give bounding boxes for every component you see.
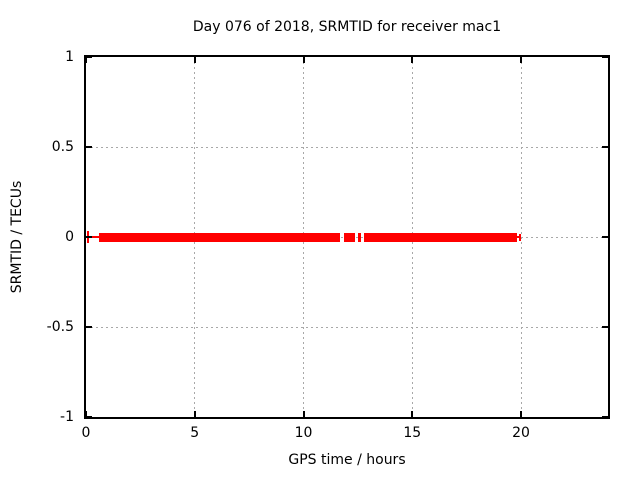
x-tick-label: 0 [81, 425, 91, 441]
axis-tick-y-left [86, 146, 92, 148]
axis-tick-x-top [302, 57, 305, 63]
y-tick-label: 0 [65, 229, 74, 245]
axis-tick-x-bottom [302, 411, 305, 417]
data-line-thin-start [88, 236, 99, 238]
chart-title: Day 076 of 2018, SRMTID for receiver mac… [192, 19, 502, 35]
x-tick-label: 20 [512, 425, 530, 441]
data-band-segment [344, 232, 355, 242]
y-tick-label: 1 [65, 49, 74, 65]
axis-tick-x-bottom [193, 411, 196, 417]
y-tick-label: -1 [60, 409, 74, 425]
axis-tick-y-right [602, 236, 608, 238]
x-tick-label: 10 [294, 425, 313, 441]
x-tick-label: 5 [190, 425, 200, 441]
axis-tick-y-right [602, 56, 608, 58]
data-line-thin-end [516, 236, 520, 238]
x-tick-label: 15 [403, 425, 422, 441]
axis-tick-y-right [602, 416, 608, 418]
data-band-segment [363, 232, 517, 242]
data-band-segment [98, 232, 340, 242]
axis-tick-y-left [86, 236, 92, 238]
y-tick-label: 0.5 [51, 139, 74, 155]
data-band-segment [357, 232, 361, 242]
y-tick-label: -0.5 [46, 319, 74, 335]
axis-tick-y-left [86, 416, 92, 418]
axis-tick-y-right [602, 146, 608, 148]
x-axis-label: GPS time / hours [288, 452, 406, 468]
grid-line-horizontal [86, 326, 608, 328]
axis-tick-x-top [85, 57, 87, 63]
axis-tick-x-bottom [411, 411, 414, 417]
axis-tick-y-left [86, 326, 92, 328]
axis-tick-x-bottom [85, 411, 87, 417]
plot-area [84, 55, 610, 419]
data-errorbar-end [518, 233, 521, 241]
axis-tick-y-left [86, 56, 92, 58]
grid-line-horizontal [86, 146, 608, 148]
axis-tick-y-right [602, 326, 608, 328]
axis-tick-x-top [411, 57, 414, 63]
axis-tick-x-top [520, 57, 522, 63]
axis-tick-x-bottom [520, 411, 522, 417]
axis-tick-x-top [193, 57, 196, 63]
